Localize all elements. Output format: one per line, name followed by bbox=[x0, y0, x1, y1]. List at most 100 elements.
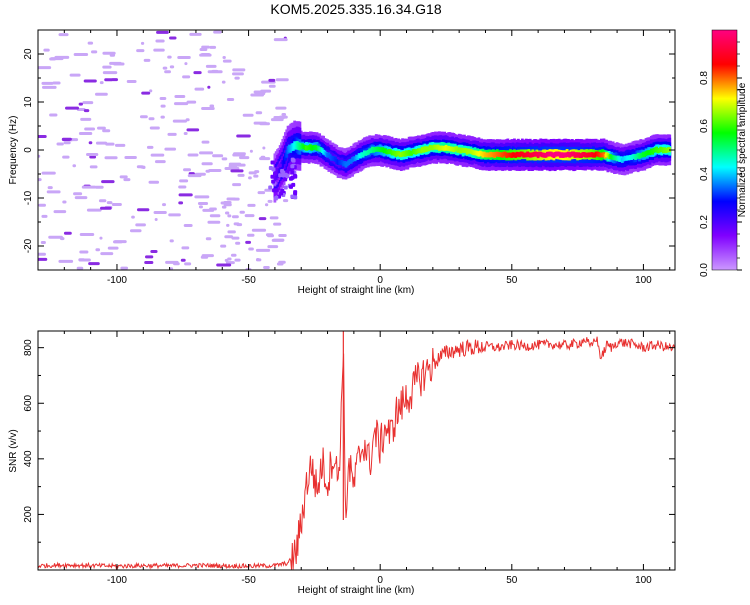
spectrogram-noise-cell bbox=[140, 41, 145, 45]
spectrogram-noise-cell bbox=[148, 117, 155, 121]
spectrogram-noise-cell bbox=[111, 202, 122, 206]
spectrogram-noise-cell bbox=[200, 52, 211, 56]
spectrogram-noise-cell bbox=[267, 245, 279, 249]
spectrogram-noise-cell bbox=[99, 81, 104, 85]
spectrogram-noise-cell bbox=[187, 174, 202, 178]
spectrogram-noise-cell bbox=[260, 155, 266, 159]
spectrogram-noise-cell bbox=[87, 41, 94, 45]
spectrogram-noise-cell bbox=[79, 250, 89, 254]
spectrogram-ridge-cell bbox=[268, 185, 273, 190]
spectrogram-noise-cell bbox=[160, 104, 166, 108]
spectrogram-noise-cell bbox=[154, 217, 158, 221]
spectrogram-noise-cell bbox=[275, 78, 289, 82]
spectrogram-noise-cell bbox=[126, 79, 137, 83]
spectrogram-noise-cell bbox=[233, 152, 246, 156]
snr-x-label: Height of straight line (km) bbox=[298, 585, 415, 596]
spectrogram-noise-cell bbox=[213, 30, 222, 34]
spectrogram-noise-cell bbox=[58, 33, 69, 37]
spectrogram-noise-cell bbox=[162, 203, 167, 207]
spectrogram-noise-cell bbox=[86, 208, 102, 212]
spectrogram-noise-cell bbox=[205, 64, 217, 68]
spectrogram-ridge-cell bbox=[293, 195, 298, 200]
spectrogram-noise-cell bbox=[94, 185, 104, 189]
spectrogram-noise-cell bbox=[264, 203, 269, 207]
spectrogram-noise-cell bbox=[136, 49, 145, 53]
spectrogram-noise-cell bbox=[63, 141, 71, 145]
spectrogram-noise-cell bbox=[194, 87, 205, 91]
spectrogram-noise-cell bbox=[194, 195, 210, 199]
spectrogram-noise-cell bbox=[164, 147, 177, 151]
spectrogram-noise-cell bbox=[248, 176, 252, 180]
spectrogram-ridge-cell bbox=[283, 185, 288, 190]
spectrogram-noise-cell bbox=[76, 108, 86, 112]
spectrogram-noise-cell bbox=[278, 115, 288, 119]
spectrogram-noise-cell bbox=[82, 101, 94, 105]
spectrogram-noise-cell bbox=[207, 85, 211, 89]
spectrogram-noise-cell bbox=[253, 121, 267, 125]
spectrogram-noise-cell bbox=[177, 55, 191, 59]
spectrogram-noise-cell bbox=[242, 113, 254, 117]
spectrogram-noise-cell bbox=[41, 85, 57, 89]
spectrogram-noise-cell bbox=[169, 36, 177, 40]
spectrogram-noise-cell bbox=[234, 76, 240, 80]
spectrogram-noise-cell bbox=[102, 65, 112, 69]
spectrogram-noise-cell bbox=[74, 196, 88, 200]
spectrogram-noise-cell bbox=[184, 62, 188, 66]
spectrogram-noise-cell bbox=[38, 252, 46, 256]
spectrogram-noise-cell bbox=[102, 71, 118, 75]
spectrogram-noise-cell bbox=[104, 78, 114, 82]
spectrogram-noise-cell bbox=[207, 220, 221, 224]
spectrogram-ridge-cell bbox=[293, 174, 298, 179]
spectrogram-noise-cell bbox=[46, 190, 61, 194]
spectrogram-noise-cell bbox=[221, 157, 228, 161]
spectrogram-noise-cell bbox=[199, 151, 214, 155]
spectrogram-noise-cell bbox=[253, 174, 259, 178]
spectrogram-noise-cell bbox=[173, 102, 189, 106]
spectrogram-noise-cell bbox=[160, 115, 165, 119]
spectrogram-noise-cell bbox=[226, 98, 235, 102]
spectrogram-noise-cell bbox=[202, 208, 215, 212]
spectrogram-noise-cell bbox=[245, 240, 252, 244]
spectrogram-noise-cell bbox=[40, 241, 46, 245]
spectrogram-noise-cell bbox=[148, 180, 160, 184]
spectrogram-noise-cell bbox=[187, 153, 199, 157]
spectrogram-x-label: Height of straight line (km) bbox=[298, 285, 415, 296]
x-tick-label: -100 bbox=[107, 275, 127, 286]
spectrogram-noise-cell bbox=[78, 131, 93, 135]
spectrogram-noise-cell bbox=[232, 72, 244, 76]
spectrogram-noise-cell bbox=[244, 214, 255, 218]
spectrogram-noise-cell bbox=[107, 246, 119, 250]
x-tick-label: 100 bbox=[635, 575, 652, 586]
spectrogram-ridge-cell bbox=[289, 176, 294, 181]
spectrogram-noise-cell bbox=[263, 265, 270, 269]
spectrogram-noise-cell bbox=[120, 266, 129, 270]
spectrogram-noise-cell bbox=[73, 52, 89, 56]
spectrogram-noise-cell bbox=[270, 118, 284, 122]
spectrogram-noise-cell bbox=[41, 171, 56, 175]
spectrogram-noise-cell bbox=[247, 203, 256, 207]
spectrogram-noise-cell bbox=[178, 185, 187, 189]
spectrogram-noise-cell bbox=[159, 97, 167, 101]
spectrogram-ridge-cell bbox=[274, 195, 279, 200]
spectrogram-noise-cell bbox=[47, 186, 53, 190]
spectrogram-noise-cell bbox=[273, 222, 282, 226]
spectrogram-noise-cell bbox=[197, 202, 209, 206]
spectrogram-noise-cell bbox=[80, 117, 92, 121]
spectrogram-noise-cell bbox=[154, 160, 166, 164]
spectrogram-noise-cell bbox=[114, 143, 126, 147]
spectrogram-noise-cell bbox=[41, 81, 54, 85]
spectrogram-noise-cell bbox=[119, 175, 128, 179]
spectrogram-noise-cell bbox=[235, 241, 241, 245]
spectrogram-noise-cell bbox=[173, 262, 180, 266]
spectrogram-noise-cell bbox=[145, 255, 154, 259]
spectrogram-noise-cell bbox=[109, 53, 116, 57]
spectrogram-noise-cell bbox=[224, 258, 229, 262]
colorbar-tick-label: 0.0 bbox=[699, 263, 710, 277]
x-tick-label: -100 bbox=[107, 575, 127, 586]
spectrogram-noise-cell bbox=[162, 66, 168, 70]
spectrogram-noise-cell bbox=[101, 180, 115, 184]
spectrogram-noise-cell bbox=[230, 253, 237, 257]
spectrogram-noise-cell bbox=[251, 228, 267, 232]
spectrogram-noise-cell bbox=[155, 39, 165, 43]
